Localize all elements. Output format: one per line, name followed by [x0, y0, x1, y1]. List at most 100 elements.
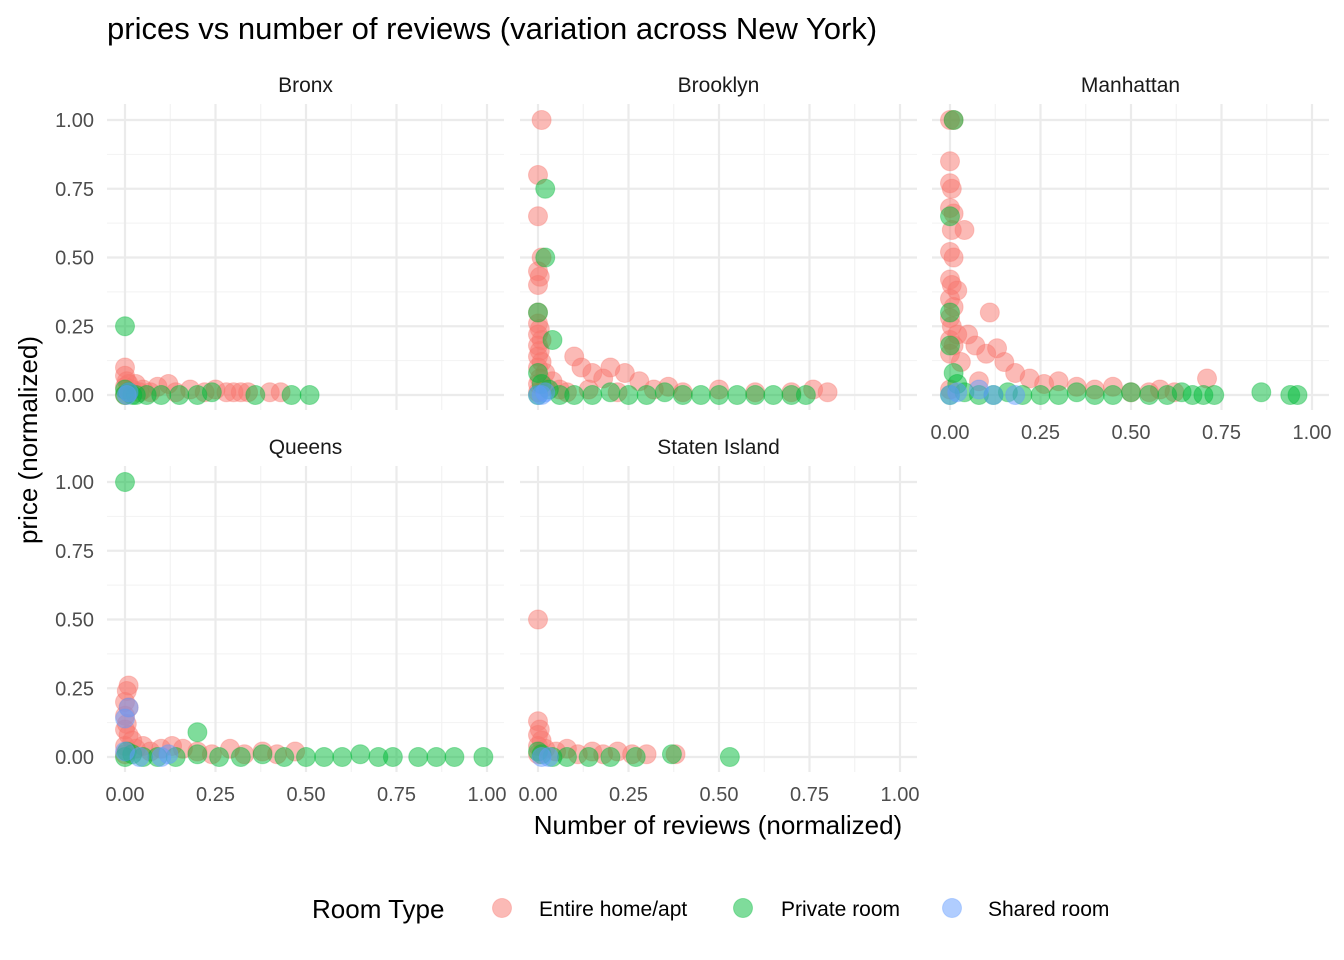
data-point	[672, 385, 693, 405]
data-point	[531, 110, 552, 130]
x-tick-label: 0.25	[1021, 422, 1060, 444]
data-point	[209, 747, 230, 767]
data-point	[118, 382, 139, 403]
x-tick-label: 1.00	[1293, 422, 1332, 444]
data-point	[1084, 385, 1105, 405]
x-tick-label: 0.50	[700, 784, 739, 806]
data-point	[947, 382, 968, 403]
data-point	[201, 382, 222, 403]
data-point	[299, 385, 320, 405]
y-tick-label: 0.75	[55, 541, 94, 563]
x-tick-label: 0.75	[1202, 422, 1241, 444]
data-point	[1005, 385, 1026, 405]
data-point	[115, 708, 135, 729]
x-tick-label: 0.25	[196, 784, 235, 806]
data-point	[943, 110, 964, 130]
data-point	[578, 747, 599, 767]
x-axis-title: Number of reviews (normalized)	[534, 810, 902, 840]
data-point	[618, 385, 639, 405]
x-tick-label: 0.00	[106, 784, 145, 806]
x-tick-label: 0.50	[1112, 422, 1151, 444]
x-tick-label: 1.00	[881, 784, 920, 806]
data-point	[763, 385, 784, 405]
legend: Room Type Entire home/apt Private room Sha…	[312, 894, 1109, 924]
x-tick-label: 0.00	[519, 784, 558, 806]
data-point	[943, 247, 964, 268]
data-point	[940, 151, 960, 172]
data-point	[690, 385, 711, 405]
facet-panel-bronx: Bronx 0.00 0.25 0.50 0.75 1.00	[55, 74, 504, 410]
data-point	[314, 747, 335, 767]
data-point	[151, 385, 172, 405]
data-point	[1102, 385, 1123, 405]
legend-title: Room Type	[312, 894, 444, 924]
facet-strip-label: Brooklyn	[678, 74, 760, 97]
data-point	[600, 382, 621, 403]
data-point	[1066, 382, 1087, 403]
y-tick-label: 1.00	[55, 110, 94, 132]
data-point	[1204, 385, 1225, 405]
y-tick-label: 0.50	[55, 248, 94, 270]
facet-strip-label: Bronx	[278, 74, 333, 97]
data-point	[538, 747, 559, 767]
data-point	[940, 335, 960, 356]
data-point	[528, 206, 548, 227]
data-point	[817, 382, 838, 403]
data-point	[1048, 385, 1069, 405]
legend-key-shared-room	[942, 898, 962, 918]
chart-title: prices vs number of reviews (variation a…	[107, 11, 877, 46]
y-axis-title: price (normalized)	[13, 336, 43, 544]
data-point	[528, 275, 548, 295]
data-point	[727, 385, 748, 405]
data-point	[115, 472, 135, 492]
data-point	[158, 744, 179, 765]
facet-strip-label: Manhattan	[1081, 74, 1180, 97]
legend-label-entire-home-apt: Entire home/apt	[539, 898, 687, 921]
x-tick-label: 0.00	[931, 422, 970, 444]
data-point	[1030, 385, 1051, 405]
data-point	[976, 343, 997, 364]
data-point	[332, 747, 353, 767]
x-tick-label: 1.00	[468, 784, 507, 806]
data-point	[382, 747, 403, 767]
data-point	[528, 609, 548, 630]
data-point	[115, 316, 135, 337]
data-point	[281, 385, 302, 405]
data-point	[473, 747, 494, 767]
data-point	[535, 247, 556, 268]
data-point	[636, 385, 657, 405]
legend-label-private-room: Private room	[781, 898, 900, 921]
data-point	[556, 747, 577, 767]
data-point	[528, 302, 548, 323]
y-tick-label: 0.00	[55, 385, 94, 407]
data-point	[1287, 385, 1308, 405]
data-point	[426, 747, 447, 767]
data-point	[564, 385, 585, 405]
facet-panel-staten-island: Staten Island 0.00 0.25 0.50 0.75 1.00	[519, 436, 920, 806]
x-tick-label: 0.50	[287, 784, 326, 806]
data-point	[408, 747, 429, 767]
data-point	[582, 385, 603, 405]
facet-strip-label: Queens	[269, 436, 343, 459]
data-point	[187, 744, 208, 765]
data-point	[745, 385, 766, 405]
legend-key-private-room	[733, 898, 753, 918]
data-point	[941, 178, 962, 199]
data-point	[625, 747, 646, 767]
y-tick-label: 0.75	[55, 179, 94, 201]
y-tick-label: 0.25	[55, 678, 94, 700]
y-tick-label: 0.00	[55, 747, 94, 769]
facet-panel-manhattan: Manhattan 0.00 0.25 0.50 0.75 1.00	[931, 74, 1332, 444]
x-tick-label: 0.75	[790, 784, 829, 806]
data-point	[954, 220, 975, 240]
data-point	[169, 385, 190, 405]
data-point	[274, 747, 295, 767]
data-point	[979, 302, 1000, 323]
data-point	[940, 206, 960, 227]
y-tick-label: 0.50	[55, 610, 94, 632]
data-point	[709, 385, 729, 405]
data-point	[1139, 385, 1160, 405]
data-point	[600, 747, 621, 767]
legend-label-shared-room: Shared room	[988, 898, 1109, 921]
